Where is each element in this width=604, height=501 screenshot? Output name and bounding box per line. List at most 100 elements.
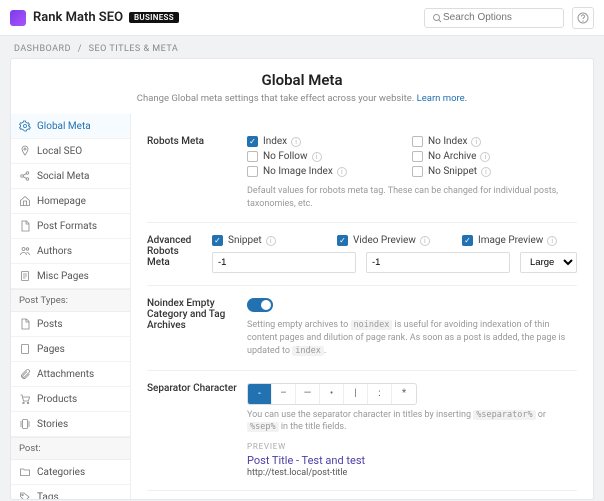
sidebar-item-posts[interactable]: Posts (11, 312, 130, 337)
separator-hint: You can use the separator character in t… (247, 409, 577, 435)
preview-url: http://test.local/post-title (247, 468, 577, 478)
sidebar-item-label: Posts (37, 319, 63, 330)
topbar: Rank Math SEO BUSINESS (0, 0, 604, 36)
learn-more-link[interactable]: Learn more. (417, 93, 468, 104)
sidebar-item-authors[interactable]: Authors (11, 239, 130, 264)
checkbox[interactable] (247, 166, 258, 177)
preview-label: PREVIEW (247, 442, 577, 451)
search-input-wrap[interactable] (424, 8, 564, 28)
settings-sidebar: Global Meta Local SEO Social Meta Homepage P… (11, 114, 131, 499)
sidebar-item-label: Categories (37, 467, 85, 478)
separator-option[interactable]: — (296, 384, 320, 404)
home-icon (19, 195, 31, 207)
checkbox[interactable] (412, 136, 423, 147)
attach-icon (19, 368, 31, 380)
help-icon (577, 12, 589, 24)
separator-option[interactable]: : (368, 384, 392, 404)
search-input[interactable] (443, 12, 557, 23)
cart-icon (19, 393, 31, 405)
tag-icon (19, 491, 31, 499)
checkbox[interactable] (247, 151, 258, 162)
advanced-robots-row: Advanced Robots Meta Snippeti Video Prev… (147, 222, 577, 285)
doc-icon (19, 270, 31, 282)
separator-option[interactable]: - (248, 384, 272, 404)
image-preview-select[interactable]: Large (520, 252, 577, 273)
logo-icon (10, 10, 26, 26)
sidebar-item-label: Global Meta (37, 121, 91, 132)
image-preview-checkbox[interactable] (462, 235, 473, 246)
sidebar-item-social-meta[interactable]: Social Meta (11, 164, 130, 189)
robots-meta-label: Robots Meta (147, 136, 247, 210)
sidebar-item-label: Authors (37, 246, 72, 257)
snippet-checkbox[interactable] (212, 235, 223, 246)
noindex-empty-row: Noindex Empty Category and Tag Archives … (147, 285, 577, 369)
info-icon[interactable]: i (480, 152, 490, 162)
page-header: Global Meta Change Global meta settings … (11, 59, 593, 114)
separator-row: Separator Character -–—•|:* You can use … (147, 370, 577, 491)
checkbox[interactable] (412, 166, 423, 177)
sidebar-item-label: Attachments (37, 369, 94, 380)
file-icon (19, 318, 31, 330)
sidebar-item-categories[interactable]: Categories (11, 460, 130, 485)
video-preview-checkbox[interactable] (337, 235, 348, 246)
info-icon[interactable]: i (291, 137, 301, 147)
info-icon[interactable]: i (337, 167, 347, 177)
separator-option[interactable]: • (320, 384, 344, 404)
robots-option[interactable]: No Snippet i (412, 166, 577, 177)
share-icon (19, 170, 31, 182)
video-preview-input[interactable] (366, 252, 510, 273)
sidebar-item-label: Social Meta (37, 171, 89, 182)
checkbox[interactable] (412, 151, 423, 162)
checkbox[interactable] (247, 136, 258, 147)
separator-option[interactable]: * (392, 384, 416, 404)
sidebar-item-attachments[interactable]: Attachments (11, 362, 130, 387)
sidebar-head-post-types: Post Types: (11, 289, 130, 312)
sidebar-item-post-formats[interactable]: Post Formats (11, 214, 130, 239)
separator-option[interactable]: | (344, 384, 368, 404)
sidebar-item-homepage[interactable]: Homepage (11, 189, 130, 214)
breadcrumb-root[interactable]: DASHBOARD (14, 44, 71, 54)
sidebar-item-global-meta[interactable]: Global Meta (11, 114, 130, 139)
sidebar-item-products[interactable]: Products (11, 387, 130, 412)
file-icon (19, 220, 31, 232)
info-icon[interactable]: i (547, 236, 557, 246)
checkbox-label: No Archive (428, 151, 476, 162)
sidebar-item-label: Post Formats (37, 221, 97, 232)
sidebar-item-misc-pages[interactable]: Misc Pages (11, 264, 130, 289)
checkbox-label: Index (263, 136, 287, 147)
info-icon[interactable]: i (471, 137, 481, 147)
sidebar-head-post: Post: (11, 437, 130, 460)
robots-option[interactable]: Index i (247, 136, 412, 147)
sidebar-item-pages[interactable]: Pages (11, 337, 130, 362)
separator-option[interactable]: – (272, 384, 296, 404)
sidebar-item-local-seo[interactable]: Local SEO (11, 139, 130, 164)
plan-badge: BUSINESS (129, 12, 179, 23)
robots-option[interactable]: No Index i (412, 136, 577, 147)
noindex-empty-label: Noindex Empty Category and Tag Archives (147, 298, 247, 357)
settings-panel: Global Meta Change Global meta settings … (10, 58, 594, 500)
robots-option[interactable]: No Follow i (247, 151, 412, 162)
sidebar-item-tags[interactable]: Tags (11, 485, 130, 499)
info-icon[interactable]: i (312, 152, 322, 162)
info-icon[interactable]: i (420, 236, 430, 246)
advanced-robots-label: Advanced Robots Meta (147, 235, 212, 273)
gear-icon (19, 120, 31, 132)
noindex-toggle[interactable] (247, 298, 273, 312)
robots-option[interactable]: No Image Index i (247, 166, 412, 177)
checkbox-label: No Image Index (263, 166, 333, 177)
folder-icon (19, 466, 31, 478)
info-icon[interactable]: i (481, 167, 491, 177)
help-button[interactable] (572, 7, 594, 29)
robots-option[interactable]: No Archive i (412, 151, 577, 162)
page-title: Global Meta (31, 71, 573, 89)
snippet-input[interactable] (212, 252, 356, 273)
sidebar-item-stories[interactable]: Stories (11, 412, 130, 437)
breadcrumb-current: SEO TITLES & META (89, 44, 179, 54)
checkbox-label: No Index (428, 136, 467, 147)
sidebar-item-label: Homepage (37, 196, 86, 207)
checkbox-label: No Snippet (428, 166, 477, 177)
info-icon[interactable]: i (266, 236, 276, 246)
sidebar-item-label: Pages (37, 344, 65, 355)
capitalize-row: Capitalize Titles Automatically capitali… (147, 490, 577, 499)
app-title: Rank Math SEO (33, 10, 123, 25)
